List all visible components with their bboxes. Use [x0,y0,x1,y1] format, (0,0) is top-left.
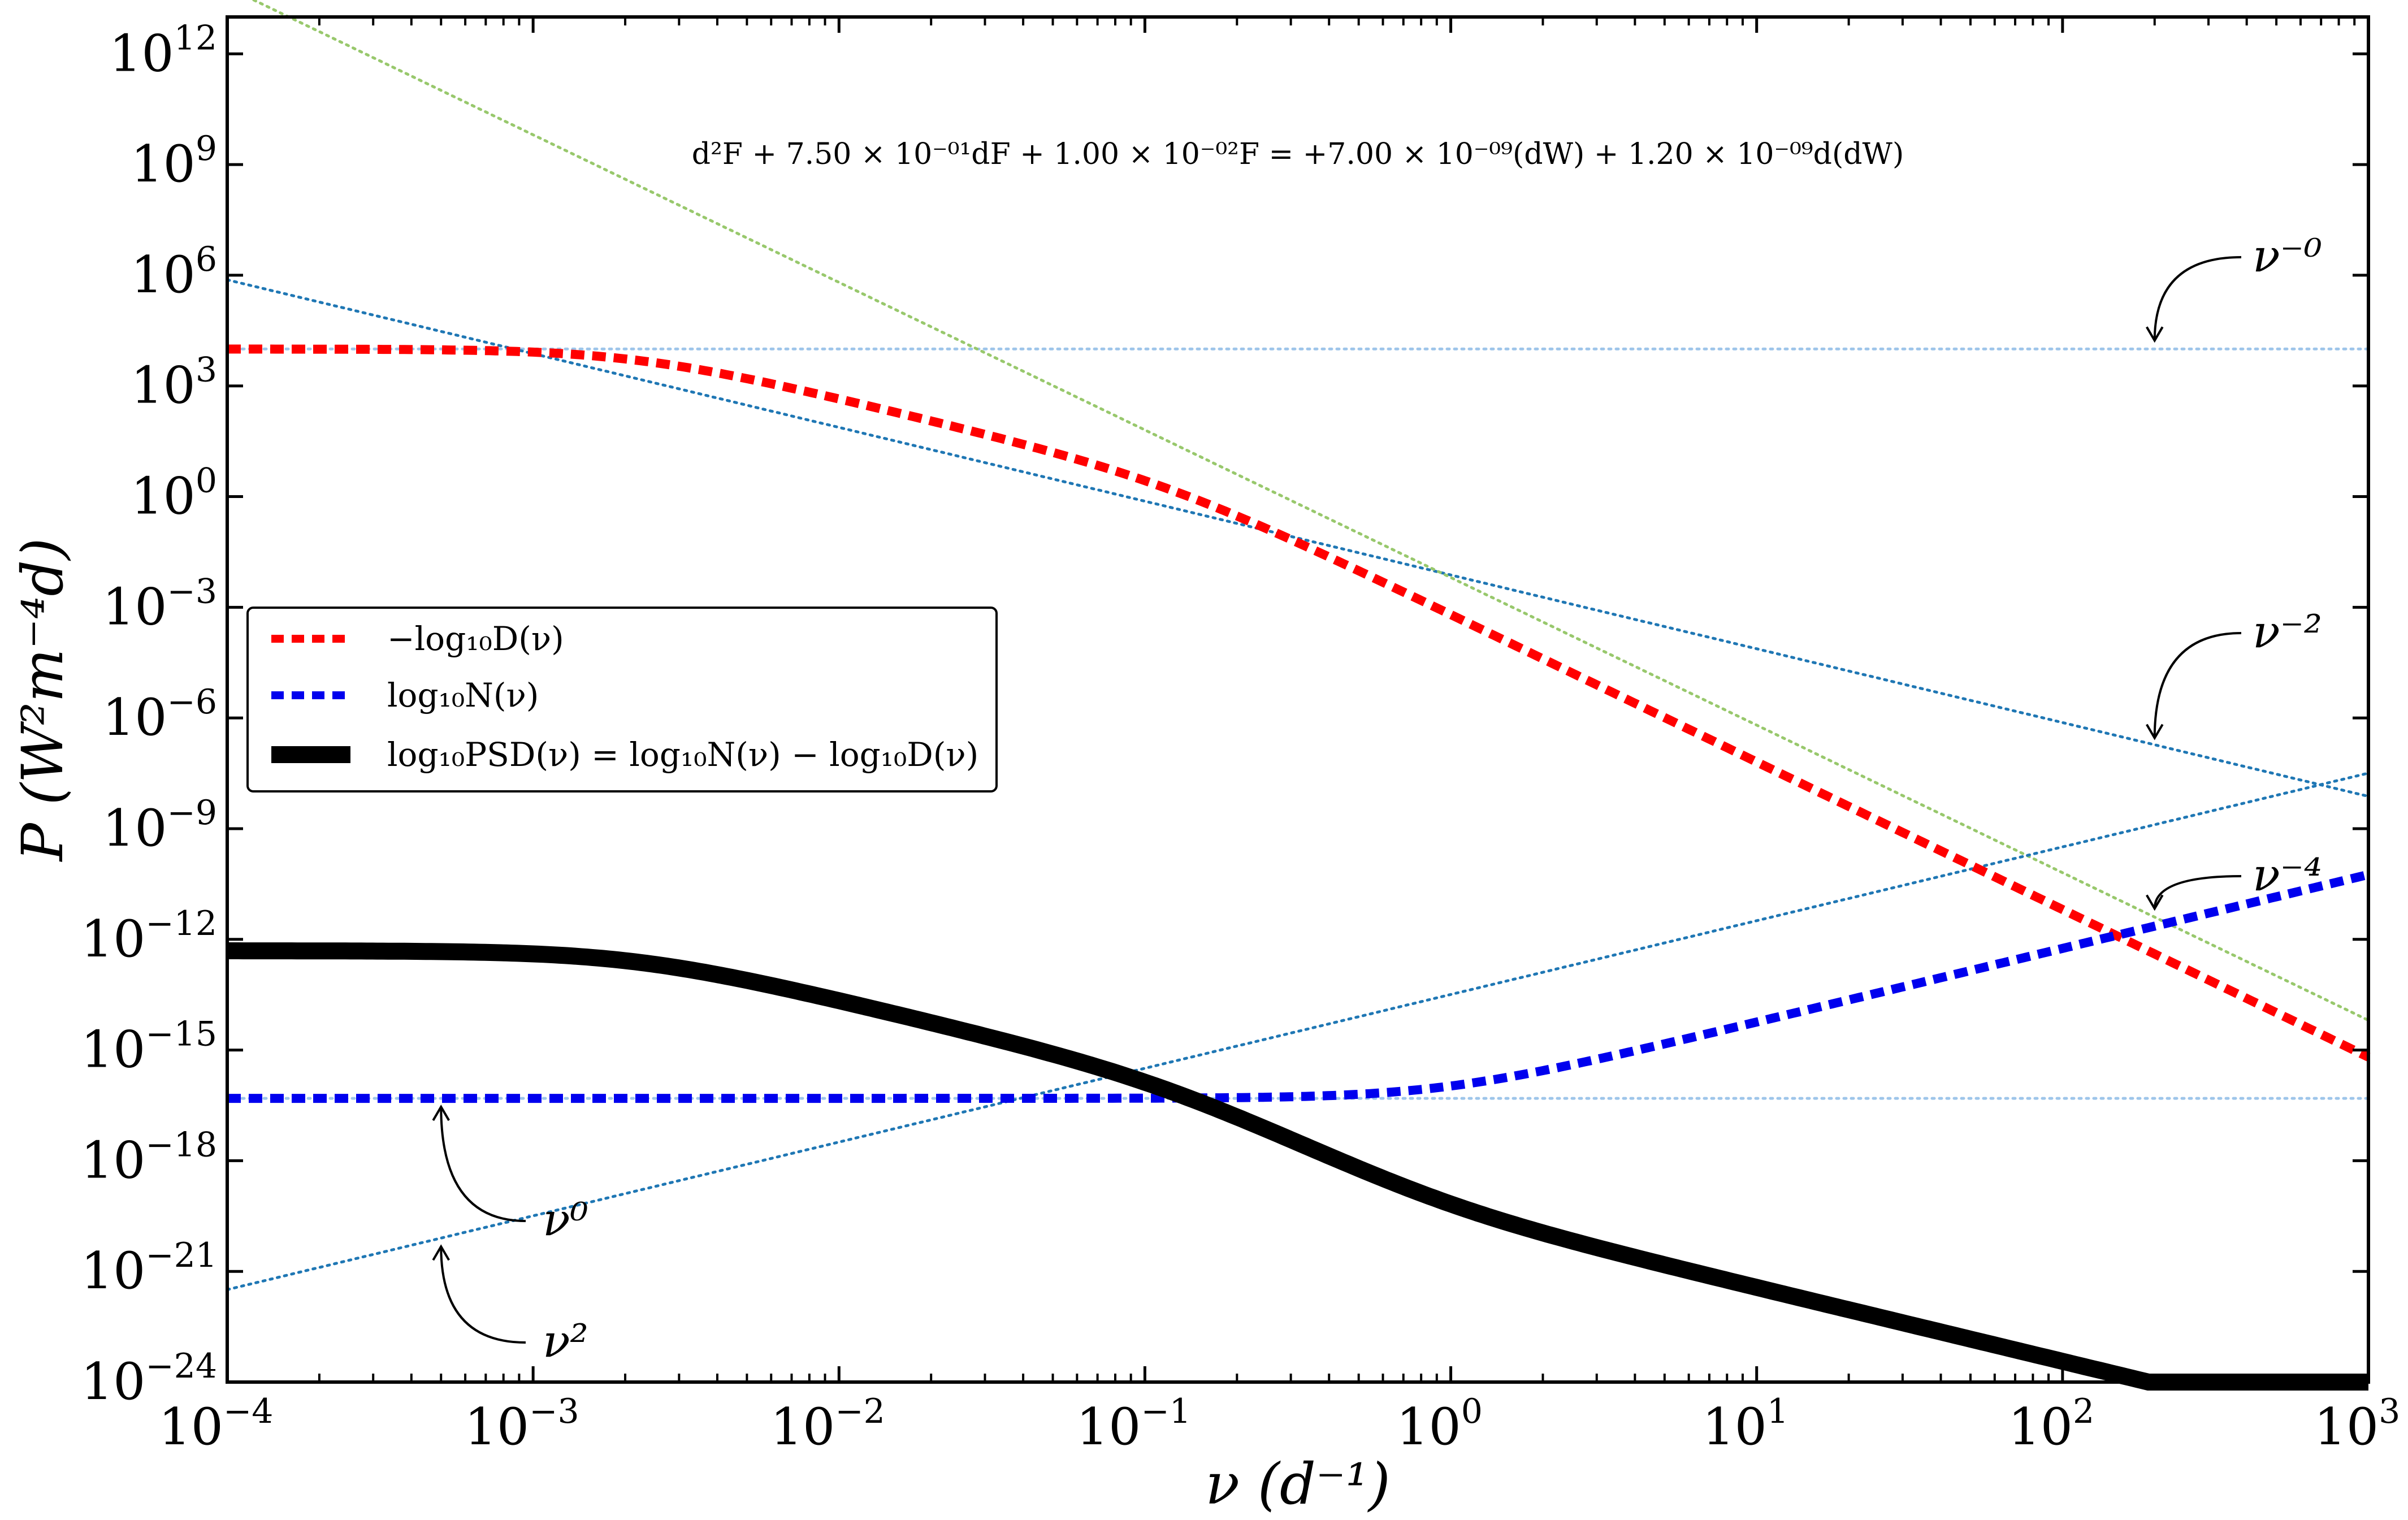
y-tick-label: 1012 [109,18,217,83]
x-axis-label: ν (d⁻¹) [1205,1451,1391,1517]
asymptote-label: ν² [543,1315,588,1367]
annotation-arrowhead [432,1105,450,1121]
x-tick-label: 10−4 [159,1392,274,1457]
y-tick-label: 10−15 [81,1015,217,1080]
asymptote-line-4 [226,772,2370,1291]
annotation-arrow [2153,256,2242,341]
annotations: ν⁻⁰ ν⁻² ν⁻⁴ ν⁰ ν² [432,229,2322,1367]
series-psd [227,942,2368,1391]
y-tick-label: 103 [131,350,217,415]
equation-annotation: d²F + 7.50 × 10⁻⁰¹dF + 1.00 × 10⁻⁰²F = +… [692,137,1904,171]
legend-box [246,607,998,793]
y-tick-label: 10−9 [102,793,217,858]
axis-ticks: 10−4 10−3 10−2 10−1 100 101 102 103 10−24 10−21 10… [81,17,2401,1457]
y-tick-label: 10−18 [81,1125,217,1190]
annotation-arrow [440,1107,526,1222]
legend-label-psd: log₁₀PSD(ν) = log₁₀N(ν) − log₁₀D(ν) [387,735,978,774]
annotation-arrowhead [432,1244,450,1261]
x-tick-label: 100 [1396,1392,1483,1457]
data-series [227,344,2371,1391]
asymptote-label: ν⁰ [543,1193,588,1246]
asymptote-line-2 [250,0,2370,1022]
y-tick-label: 10−24 [81,1346,217,1411]
annotation-arrow [2153,632,2242,738]
y-tick-label: 10−6 [102,682,217,747]
legend: −log₁₀D(ν) log₁₀N(ν) log₁₀PSD(ν) = log₁₀… [246,607,998,793]
y-tick-label: 10−3 [102,571,217,636]
annotation-arrowhead [2146,724,2164,740]
asymptote-label: ν⁻⁰ [2253,229,2322,282]
y-tick-label: 109 [131,129,217,194]
y-tick-label: 100 [131,461,217,526]
y-tick-label: 10−12 [81,904,217,969]
asymptote-label: ν⁻² [2253,605,2322,658]
series-denominator [227,344,2371,1062]
legend-label-denominator: −log₁₀D(ν) [387,620,564,658]
y-axis-label: P (W²m⁻⁴d) [10,538,76,863]
annotation-arrowhead [2146,326,2164,343]
series-numerator [227,870,2370,1103]
annotation-arrow [2153,875,2242,909]
x-tick-label: 10−1 [1076,1392,1191,1457]
annotation-arrowhead [2146,894,2164,911]
x-tick-label: 10−3 [465,1392,579,1457]
legend-label-numerator: log₁₀N(ν) [387,676,539,714]
x-tick-label: 102 [2008,1392,2094,1457]
plot-frame [226,15,2370,1384]
annotation-arrow [440,1246,526,1344]
asymptote-label: ν⁻⁴ [2253,848,2322,901]
y-tick-label: 106 [131,240,217,305]
x-tick-label: 10−2 [770,1392,885,1457]
x-tick-label: 101 [1702,1392,1788,1457]
y-tick-label: 10−21 [81,1236,217,1301]
x-tick-label: 103 [2314,1392,2401,1457]
